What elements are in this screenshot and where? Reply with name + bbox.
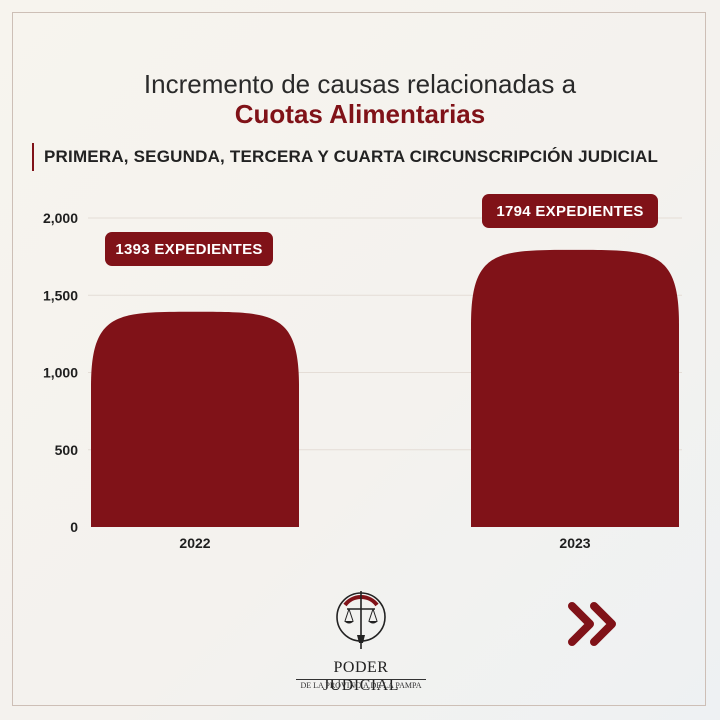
next-slide-button[interactable] <box>566 600 626 648</box>
y-tick-label: 500 <box>55 442 79 458</box>
section-heading: PRIMERA, SEGUNDA, TERCERA Y CUARTA CIRCU… <box>32 143 658 171</box>
data-label: 1794 EXPEDIENTES <box>496 203 643 220</box>
poder-judicial-logo: PODER JUDICIAL DE LA PROVINCIA DE LA PAM… <box>296 585 426 695</box>
y-tick-label: 1,500 <box>43 287 78 303</box>
x-tick-label: 2022 <box>179 535 210 551</box>
logo-name: PODER JUDICIAL <box>323 659 399 694</box>
bar-2023 <box>471 249 679 527</box>
data-label-pill <box>482 194 658 228</box>
page-title: Incremento de causas relacionadas a <box>143 69 577 99</box>
y-tick-label: 2,000 <box>43 210 78 226</box>
y-tick-label: 1,000 <box>43 365 78 381</box>
double-chevron-right-icon <box>568 602 616 646</box>
bar-2022 <box>91 311 299 527</box>
data-label-pill <box>105 232 273 266</box>
logo-subtitle: DE LA PROVINCIA DE LA PAMPA <box>296 679 426 690</box>
data-label: 1393 EXPEDIENTES <box>115 241 262 258</box>
scales-of-justice-icon <box>336 591 386 649</box>
page-subtitle: Cuotas Alimentarias <box>234 99 486 129</box>
x-tick-label: 2023 <box>559 535 590 551</box>
page-frame <box>12 12 706 706</box>
y-tick-label: 0 <box>70 519 78 535</box>
